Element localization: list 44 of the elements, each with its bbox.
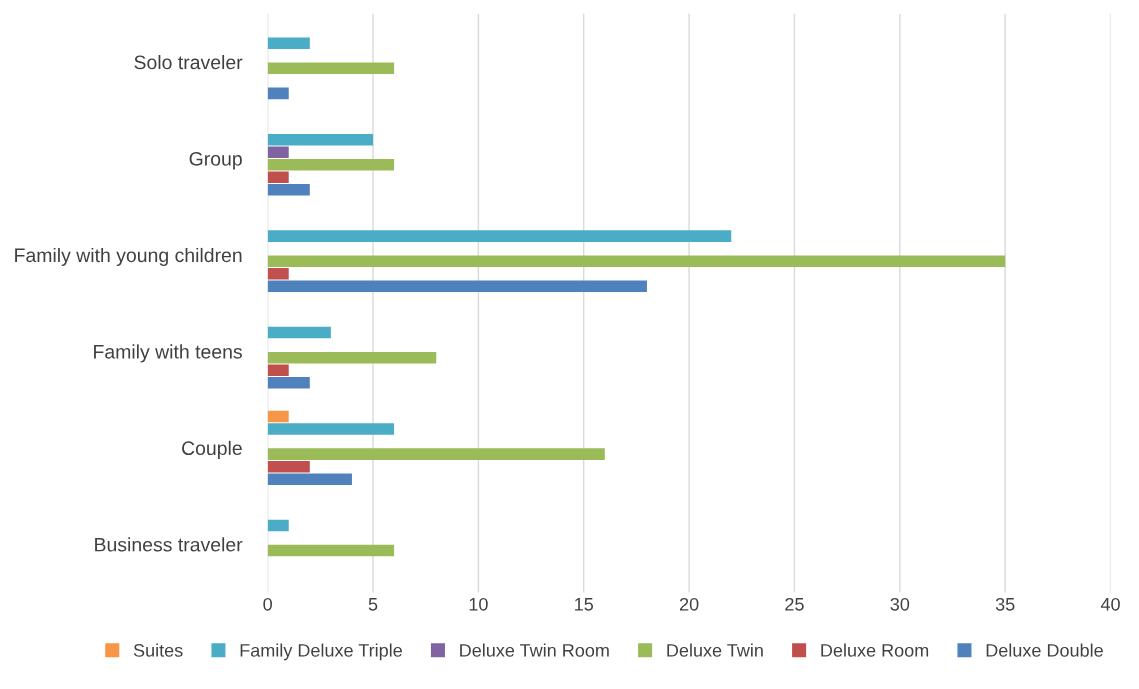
bar (267, 460, 310, 473)
y-tick-label: Couple (182, 440, 242, 459)
x-tick-label: 20 (679, 597, 699, 611)
x-tick-label: 10 (469, 597, 488, 611)
bar (267, 146, 289, 158)
bar (267, 519, 289, 532)
x-tick-label: 15 (575, 598, 594, 611)
y-tick-label: Family with young children (15, 247, 242, 267)
bar (267, 326, 331, 339)
x-tick-label: 5 (368, 598, 378, 611)
x-tick-label: 30 (890, 597, 910, 611)
y-tick-label: Business traveler (95, 537, 243, 552)
x-tick-label: 25 (785, 597, 804, 611)
bar (267, 410, 289, 423)
legend-label: Deluxe Double (986, 643, 1103, 657)
bar (267, 364, 289, 376)
bar (267, 62, 395, 75)
bar (267, 184, 310, 196)
bar (267, 158, 395, 171)
bar (267, 351, 437, 364)
legend-label: Deluxe Twin Room (460, 643, 609, 657)
bar (267, 473, 352, 485)
bar (267, 230, 732, 242)
bar (267, 448, 605, 460)
legend-label: Suites (133, 643, 183, 657)
y-tick-label: Solo traveler (134, 54, 243, 70)
y-tick-label: Family with teens (94, 344, 242, 363)
bar (267, 37, 310, 49)
legend-label: Deluxe Twin (667, 643, 763, 657)
bar (267, 171, 289, 184)
legend-label: Deluxe Room (821, 643, 929, 657)
x-tick-label: 0 (263, 597, 272, 611)
legend-label: Family Deluxe Triple (240, 643, 402, 661)
bar (267, 423, 395, 435)
bar (267, 267, 289, 280)
bar (267, 544, 395, 557)
x-tick-label: 35 (995, 597, 1015, 611)
x-tick-label: 40 (1100, 597, 1120, 611)
bar (267, 87, 289, 100)
bar (267, 376, 310, 389)
bar (267, 255, 1006, 267)
y-tick-label: Group (189, 151, 242, 170)
bar (267, 280, 647, 293)
bar (267, 133, 374, 146)
